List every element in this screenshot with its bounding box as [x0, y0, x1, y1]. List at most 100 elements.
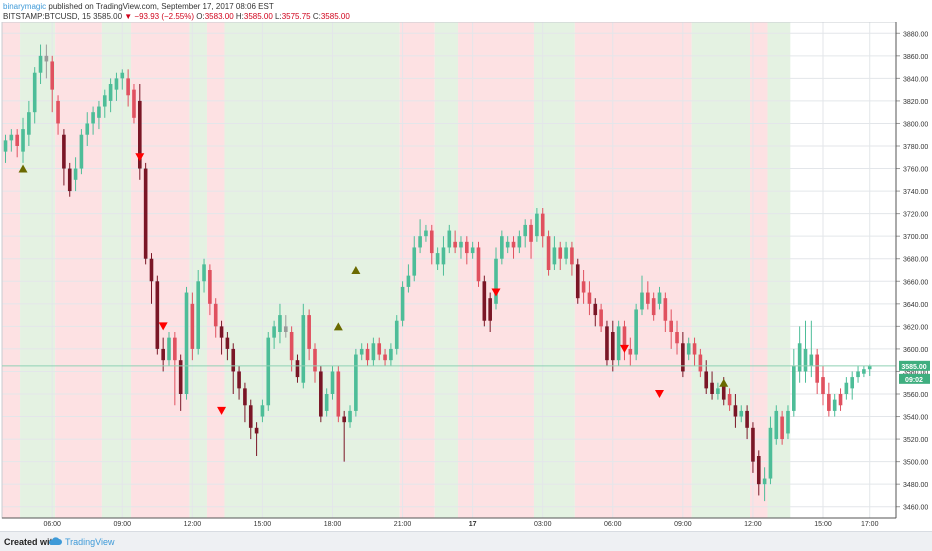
down-arrow-icon: ▼: [124, 12, 133, 21]
candle-body: [657, 292, 662, 304]
candle-body: [365, 348, 370, 361]
candle-body: [313, 348, 317, 372]
sell-signal-marker: [491, 288, 501, 297]
candle-body: [453, 241, 457, 248]
candle-body: [213, 303, 218, 327]
candle-body: [739, 410, 744, 417]
candle-body: [301, 315, 306, 383]
price-axis[interactable]: 3460.00 3480.00 3500.00 3520.00 3540.00 3560.…: [895, 22, 930, 518]
x-tick-label: 09:00: [114, 521, 132, 528]
candle-body: [488, 298, 492, 321]
candle-body: [482, 281, 487, 321]
y-tick-label: 3460.00: [903, 505, 928, 512]
band-green: [20, 22, 56, 518]
candle-body: [610, 332, 615, 361]
candle-body: [120, 72, 125, 79]
candle-body: [377, 343, 382, 355]
price-chart[interactable]: 3460.00 3480.00 3500.00 3520.00 3540.00 3560.…: [0, 22, 932, 531]
candle-body: [675, 332, 679, 344]
created-with-text: Created with: [4, 537, 59, 547]
candle-body: [762, 478, 767, 485]
candle-body: [780, 416, 784, 440]
candle-body: [686, 343, 691, 355]
candle-body: [523, 224, 528, 237]
candle-body: [254, 427, 259, 434]
y-tick-label: 3480.00: [903, 482, 928, 489]
candle-body: [669, 320, 673, 332]
candle-body: [429, 230, 434, 254]
low-label: L:: [275, 12, 282, 21]
band-red: [2, 22, 21, 518]
candle-body: [132, 89, 136, 118]
candle-body: [681, 343, 685, 372]
candle-body: [50, 61, 55, 90]
close-value: 3585.00: [320, 12, 350, 21]
candle-body: [500, 236, 504, 259]
x-tick-label: 17:00: [861, 521, 879, 528]
y-tick-label: 3700.00: [903, 234, 928, 241]
candle-body: [692, 343, 697, 355]
candle-body: [208, 270, 212, 304]
candle-body: [167, 337, 171, 361]
candle-body: [383, 354, 387, 361]
chart-header: binarymagic published on TradingView.com…: [0, 0, 932, 22]
band-red: [55, 22, 102, 518]
tradingview-link[interactable]: TradingView: [65, 537, 115, 547]
candle-body: [651, 298, 656, 316]
candle-body: [102, 95, 107, 107]
candle-body: [803, 348, 808, 372]
candle-body: [517, 236, 522, 248]
price-label-text: 09:02: [905, 377, 923, 384]
candle-body: [844, 382, 849, 394]
author-link[interactable]: binarymagic: [3, 2, 47, 11]
candle-body: [464, 241, 469, 254]
x-tick-label: 18:00: [324, 521, 342, 528]
y-tick-label: 3560.00: [903, 392, 928, 399]
buy-signal-marker: [333, 322, 343, 331]
candle-body: [389, 348, 393, 361]
candle-body: [821, 377, 825, 394]
y-tick-label: 3740.00: [903, 189, 928, 196]
signal-markers: [18, 153, 729, 415]
candle-body: [622, 326, 627, 349]
candle-body: [494, 258, 498, 304]
y-tick-label: 3660.00: [903, 279, 928, 286]
buy-signal-marker: [18, 164, 28, 173]
candle-body: [786, 410, 790, 434]
x-tick-label: 12:00: [744, 521, 762, 528]
candle-body: [546, 236, 551, 270]
y-tick-label: 3840.00: [903, 76, 928, 83]
candle-body: [79, 134, 84, 169]
candle-body: [149, 258, 154, 282]
price-label-box: [899, 360, 930, 371]
y-tick-label: 3780.00: [903, 144, 928, 151]
candle-body: [459, 241, 463, 248]
candle-body: [646, 292, 650, 304]
candle-body: [540, 213, 545, 237]
signal-background: [2, 22, 896, 518]
candle-body: [62, 134, 66, 169]
candle-body: [424, 230, 428, 237]
time-axis[interactable]: 06:00 09:00 12:00 15:00 18:00 21:00 17 03:00 06:…: [2, 517, 896, 528]
symbol-label[interactable]: BITSTAMP:BTCUSD, 15: [3, 12, 91, 21]
y-tick-label: 3540.00: [903, 415, 928, 422]
candle-body: [470, 247, 475, 254]
candle-body: [126, 78, 130, 96]
candle-body: [178, 360, 183, 394]
x-tick-label: 03:00: [534, 521, 552, 528]
sell-signal-marker: [655, 390, 665, 398]
band-red: [574, 22, 692, 518]
open-label: O:: [196, 12, 205, 21]
candle-body: [733, 405, 738, 417]
y-tick-label: 3760.00: [903, 167, 928, 174]
candle-body: [797, 343, 802, 372]
candle-body: [225, 337, 230, 349]
y-tick-label: 3800.00: [903, 121, 928, 128]
candle-body: [575, 264, 580, 299]
candle-body: [161, 348, 165, 361]
candle-body: [202, 264, 206, 282]
candle-body: [564, 247, 568, 259]
y-tick-label: 3720.00: [903, 212, 928, 219]
candle-body: [21, 129, 25, 152]
tradingview-cloud-icon: [48, 536, 62, 548]
